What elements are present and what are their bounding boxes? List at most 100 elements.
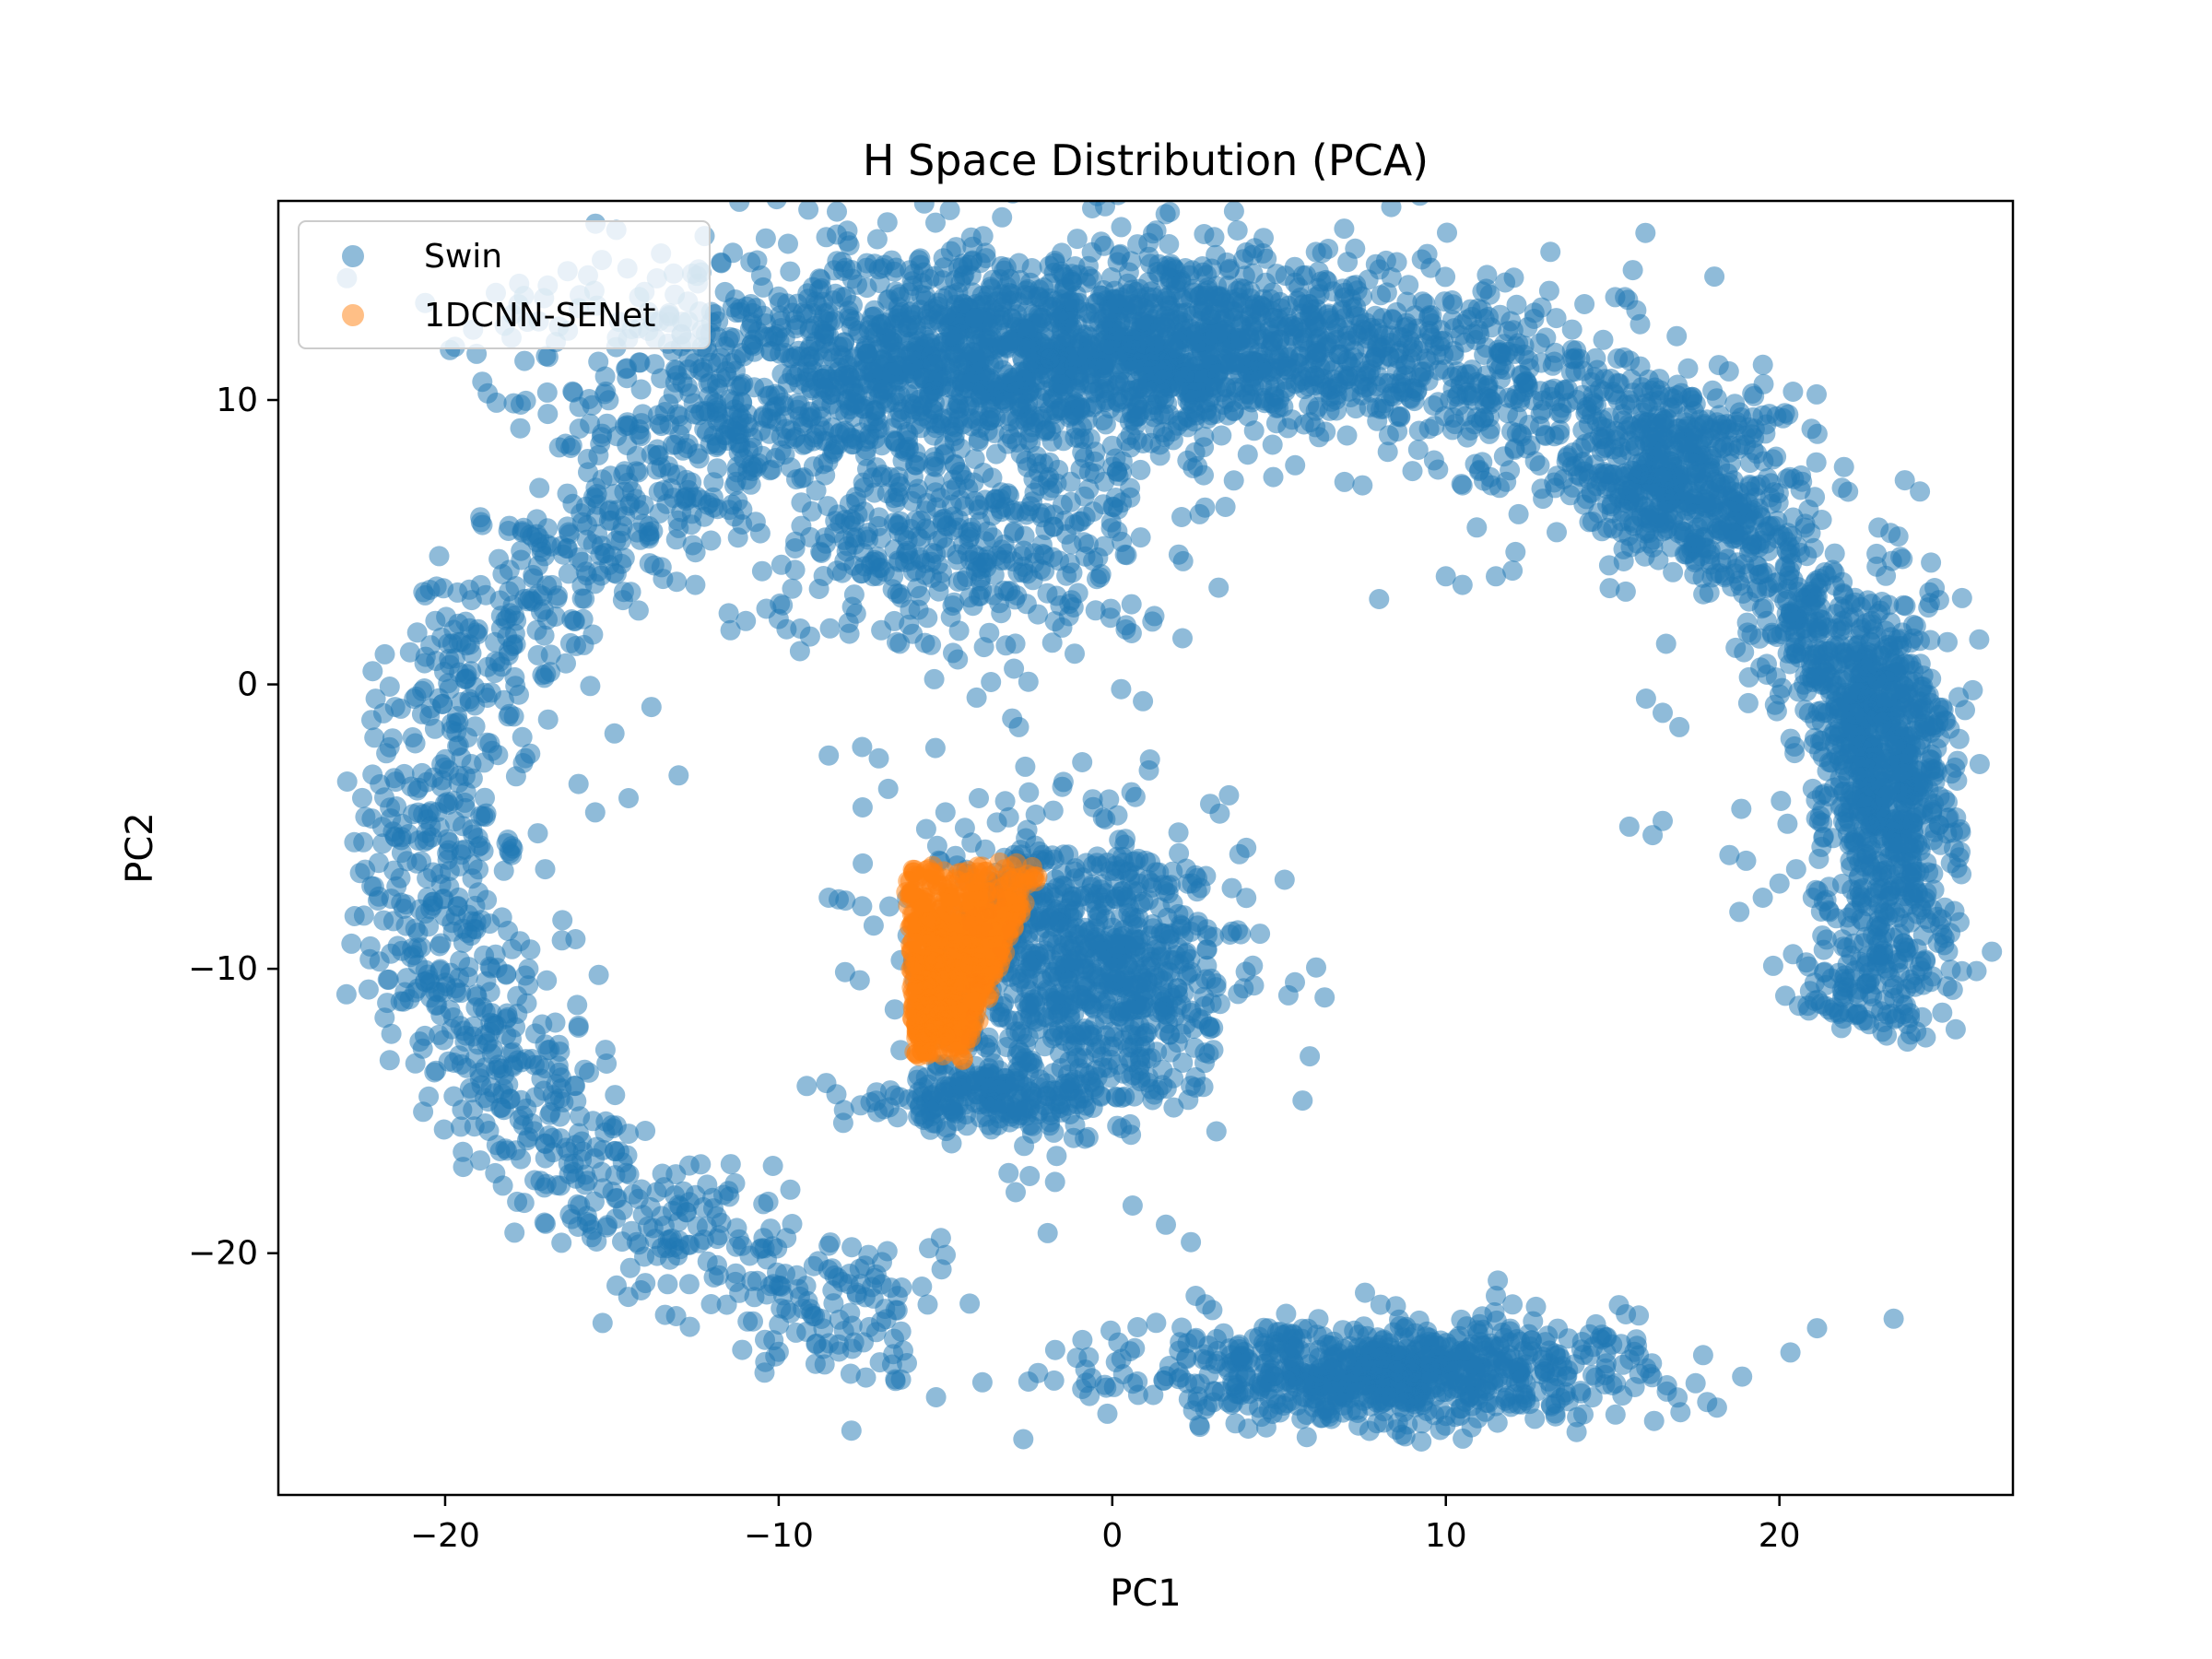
swin-point xyxy=(439,831,460,853)
swin-point xyxy=(847,274,867,295)
swin-point xyxy=(1982,941,2003,962)
swin-point xyxy=(1194,437,1215,458)
swin-point xyxy=(973,637,994,658)
swin-point xyxy=(503,706,524,727)
swin-point xyxy=(1704,266,1725,288)
swin-point xyxy=(869,418,890,439)
swin-point xyxy=(449,855,470,877)
swin-point xyxy=(361,710,382,731)
swin-point xyxy=(1780,728,1801,749)
swin-point xyxy=(725,1263,747,1284)
swin-point xyxy=(1488,342,1510,363)
swin-point xyxy=(1761,493,1783,514)
swin-point xyxy=(889,583,911,605)
swin-point xyxy=(968,586,989,606)
swin-point xyxy=(942,359,963,380)
swin-point xyxy=(639,525,660,547)
swin-point xyxy=(1754,597,1775,618)
swin-point xyxy=(1157,295,1178,316)
swin-point xyxy=(514,350,535,371)
swin-point xyxy=(679,1192,700,1213)
swin-point xyxy=(747,250,768,271)
swin-point xyxy=(963,342,984,363)
swin-point xyxy=(1358,324,1379,346)
swin-point xyxy=(1111,678,1132,700)
swin-point xyxy=(714,281,735,302)
swin-point xyxy=(455,782,477,803)
swin-point xyxy=(1693,583,1714,605)
swin-point xyxy=(511,1052,532,1073)
swin-point xyxy=(693,1230,714,1250)
swin-point xyxy=(1345,238,1366,259)
swin-point xyxy=(1806,423,1828,444)
swin-point xyxy=(619,1257,641,1278)
swin-point xyxy=(501,938,523,959)
swin-point xyxy=(1177,450,1198,471)
swin-point xyxy=(385,771,406,793)
swin-point xyxy=(1358,269,1379,290)
swin-point xyxy=(1292,330,1313,351)
swin-point xyxy=(1741,624,1762,645)
swin-point xyxy=(843,392,865,413)
swin-point xyxy=(1022,367,1043,388)
swin-point xyxy=(527,823,548,844)
swin-point xyxy=(477,1091,499,1112)
swin-point xyxy=(948,509,970,530)
swin-point xyxy=(893,1340,913,1361)
swin-point xyxy=(1111,217,1132,238)
swin-point xyxy=(1144,606,1165,627)
swin-point xyxy=(610,530,631,551)
swin-point xyxy=(533,599,554,620)
swin-point xyxy=(1140,381,1161,402)
swin-point xyxy=(1738,563,1759,584)
swin-point xyxy=(653,569,674,590)
swin-point xyxy=(413,582,434,603)
swin-point xyxy=(576,1206,597,1227)
swin-point xyxy=(1805,572,1826,594)
swin-point xyxy=(1469,373,1490,394)
swin-point xyxy=(1574,294,1595,314)
swin-point xyxy=(420,987,441,1008)
swin-point xyxy=(630,379,652,400)
swin-point xyxy=(1215,497,1236,517)
swin-point xyxy=(1159,202,1181,223)
swin-point xyxy=(336,771,358,792)
swin-point xyxy=(1387,421,1408,442)
swin-point xyxy=(1456,309,1477,330)
swin-point xyxy=(908,478,928,500)
swin-point xyxy=(1163,337,1184,359)
swin-point xyxy=(921,551,942,572)
swin-point xyxy=(557,483,578,504)
swin-point xyxy=(871,619,892,641)
swin-point xyxy=(1041,430,1063,452)
swin-point xyxy=(424,1062,445,1083)
swin-point xyxy=(641,697,662,718)
swin-point xyxy=(1398,275,1419,296)
swin-point xyxy=(1905,965,1926,985)
swin-point xyxy=(1434,291,1455,312)
swin-point xyxy=(1762,955,1783,976)
swin-point xyxy=(1538,280,1559,301)
swin-point xyxy=(456,1057,477,1078)
swin-point xyxy=(718,1181,739,1202)
swin-point xyxy=(1423,450,1444,471)
swin-point xyxy=(653,480,674,500)
swin-point xyxy=(418,1086,440,1107)
swin-point xyxy=(829,1334,849,1355)
swin-point xyxy=(592,1312,613,1334)
swin-point xyxy=(344,831,365,853)
swin-point xyxy=(547,1175,568,1195)
swin-point xyxy=(1061,406,1082,426)
swin-point xyxy=(991,255,1012,276)
swin-point xyxy=(1238,350,1259,371)
swin-point xyxy=(512,753,534,773)
swin-point xyxy=(795,1276,817,1297)
swin-point xyxy=(961,416,982,437)
swin-point xyxy=(839,1264,860,1284)
swin-point xyxy=(1188,298,1209,319)
swin-point xyxy=(379,677,400,697)
swin-point xyxy=(1194,465,1214,486)
swin-point xyxy=(900,301,922,323)
swin-point xyxy=(1635,222,1656,243)
swin-point xyxy=(814,1354,835,1375)
